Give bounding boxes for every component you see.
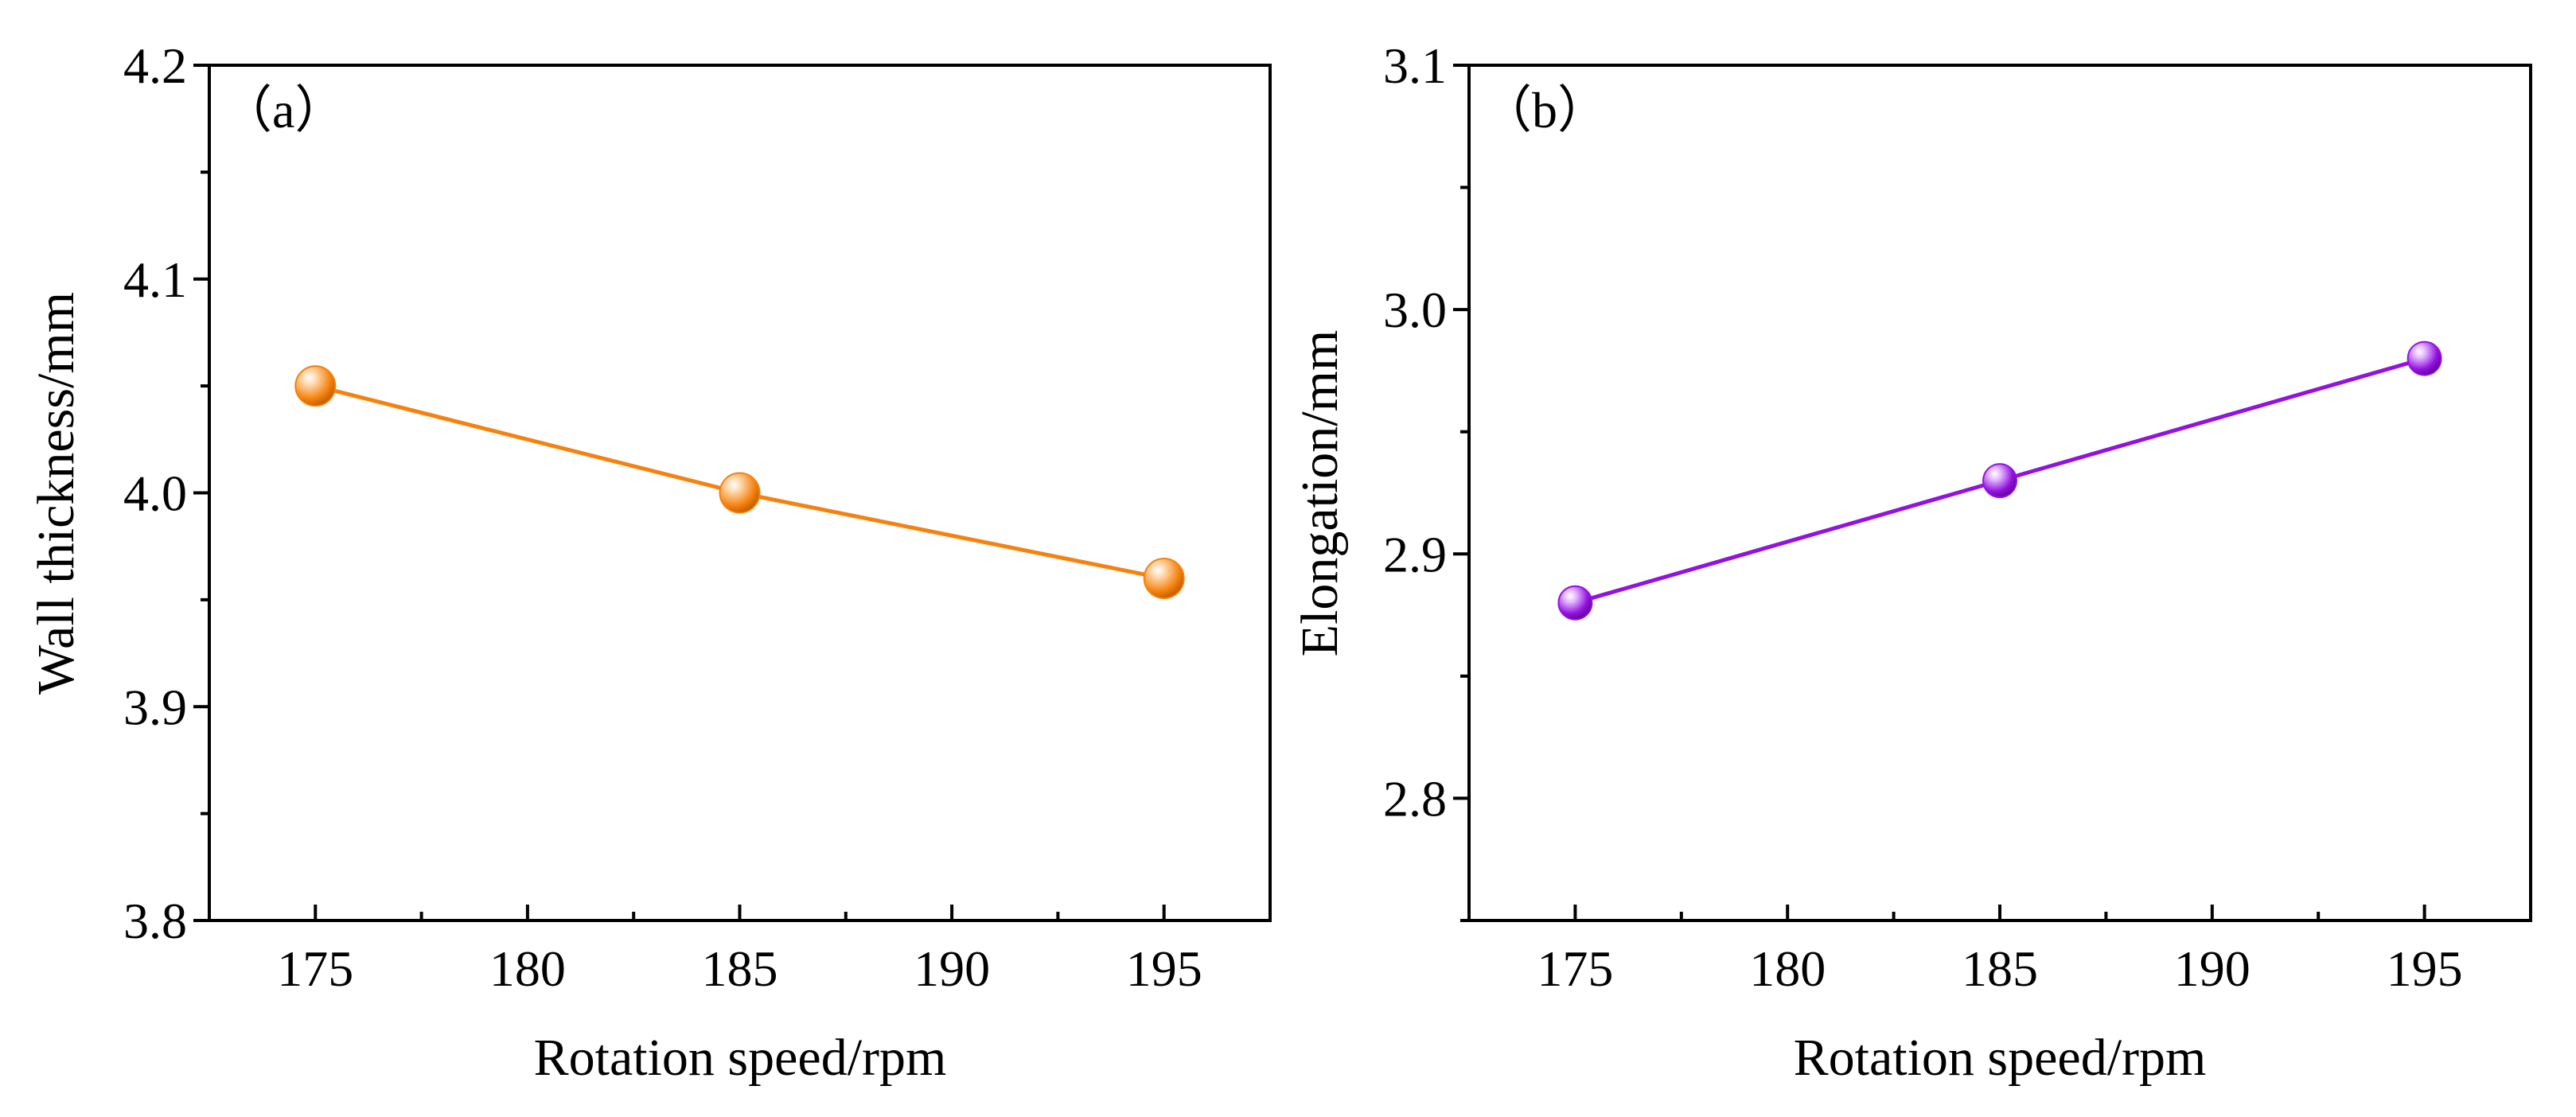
data-point-b <box>2406 341 2442 376</box>
y-axis-title-b: Elongation/mm <box>1291 330 1349 657</box>
x-tick-label: 195 <box>1126 940 1202 997</box>
axis-ticks-b <box>1453 64 2426 922</box>
y-tick-label: 2.8 <box>1383 770 1447 827</box>
series-wall-thickness <box>294 365 1185 599</box>
y-tick-label: 3.8 <box>123 893 187 949</box>
x-tick-label: 190 <box>2174 940 2251 997</box>
x-tick-label: 175 <box>1537 940 1613 997</box>
panel-label-a: （a） <box>221 82 345 138</box>
x-tick-label: 180 <box>489 940 566 997</box>
axis-tick-labels-b: 175 180 185 190 195 2.8 2.9 3.0 3.1 <box>1383 37 2463 997</box>
y-tick-label: 4.1 <box>123 251 187 308</box>
y-tick-label: 4.0 <box>123 465 187 522</box>
y-tick-label: 2.9 <box>1383 526 1447 582</box>
data-point-a <box>719 472 761 514</box>
chart-panel-b: 175 180 185 190 195 2.8 2.9 3.0 3.1 （b） Rotation… <box>1291 37 2532 1087</box>
x-tick-label: 180 <box>1749 940 1826 997</box>
y-tick-label: 3.0 <box>1383 282 1447 338</box>
x-tick-label: 195 <box>2387 940 2463 997</box>
x-tick-label: 185 <box>702 940 778 997</box>
y-axis-title-a: Wall thickness/mm <box>27 292 85 695</box>
panel-label-b: （b） <box>1481 82 1608 138</box>
data-point-b <box>1557 585 1593 621</box>
y-tick-label: 3.1 <box>1383 37 1447 94</box>
data-point-a <box>1143 558 1185 599</box>
series-elongation <box>1557 341 2442 621</box>
x-tick-label: 190 <box>914 940 990 997</box>
axis-tick-labels-a: 175 180 185 190 195 3.8 3.9 4.0 4.1 4.2 <box>123 37 1202 997</box>
data-point-a <box>294 365 337 407</box>
x-axis-title-a: Rotation speed/rpm <box>534 1029 947 1087</box>
x-tick-label: 175 <box>277 940 353 997</box>
data-point-b <box>1982 463 2017 499</box>
chart-panel-a: 175 180 185 190 195 3.8 3.9 4.0 4.1 4.2 （a） Rotat… <box>27 37 1272 1087</box>
y-tick-label: 4.2 <box>123 37 187 94</box>
x-axis-title-b: Rotation speed/rpm <box>1794 1029 2207 1087</box>
axis-ticks-a <box>193 64 1166 922</box>
x-tick-label: 185 <box>1962 940 2038 997</box>
y-tick-label: 3.9 <box>123 679 187 735</box>
